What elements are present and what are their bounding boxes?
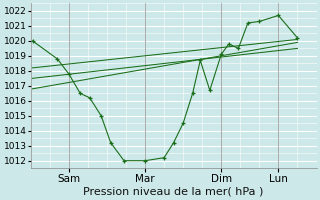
X-axis label: Pression niveau de la mer( hPa ): Pression niveau de la mer( hPa )	[84, 187, 264, 197]
